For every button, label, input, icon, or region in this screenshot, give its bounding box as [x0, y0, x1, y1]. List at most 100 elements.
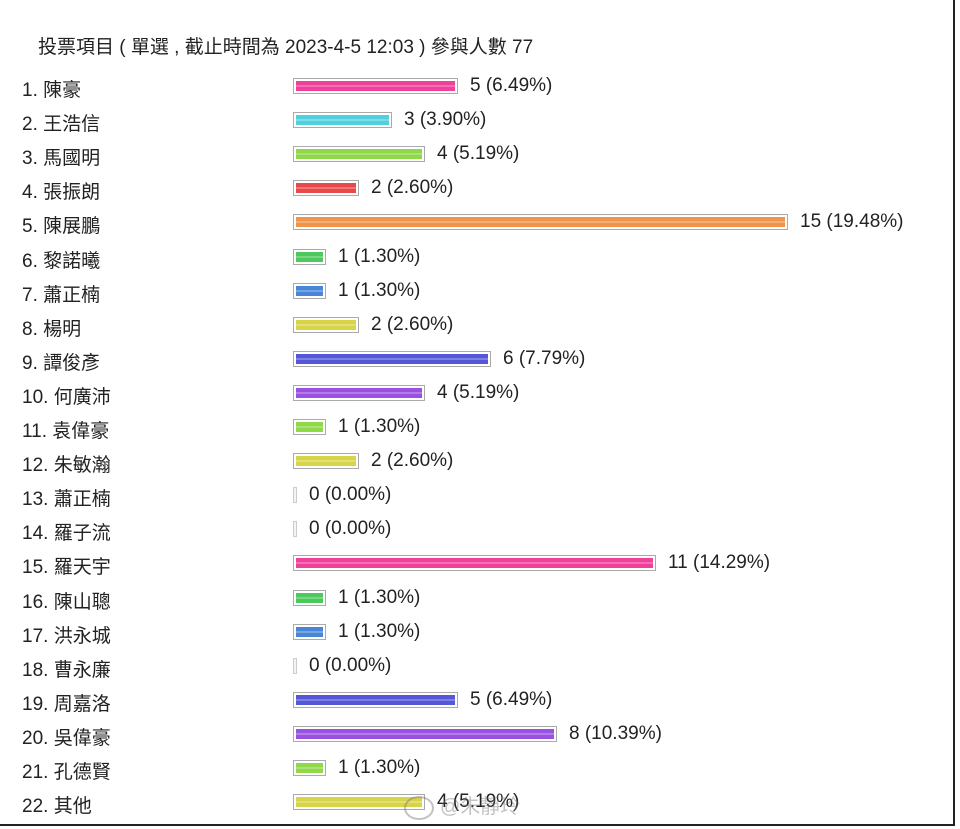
poll-bar — [293, 384, 425, 401]
poll-row-value: 1 (1.30%) — [338, 757, 421, 778]
poll-row-label: 16. 陳山聰 — [22, 591, 111, 613]
poll-bar-fill — [296, 251, 323, 262]
poll-bar — [293, 691, 458, 708]
poll-bar-fill — [296, 592, 323, 603]
poll-bar-fill — [296, 217, 785, 228]
poll-row-label: 2. 王浩信 — [22, 114, 101, 136]
poll-row-value: 1 (1.30%) — [338, 416, 421, 437]
poll-row-label: 22. 其他 — [22, 796, 92, 818]
poll-row: 14. 羅子流 0 (0.00%) — [0, 512, 950, 546]
poll-row-value: 4 (5.19%) — [437, 381, 520, 403]
poll-row: 7. 蕭正楠 1 (1.30%) — [0, 274, 950, 308]
poll-row-value: 1 (1.30%) — [338, 586, 421, 608]
poll-row-value: 5 (6.49%) — [470, 75, 553, 96]
poll-bar — [293, 589, 326, 606]
poll-bar-fill — [296, 319, 356, 330]
poll-row: 11. 袁偉豪 1 (1.30%) — [0, 410, 950, 444]
poll-row-label: 1. 陳豪 — [22, 80, 82, 101]
poll-bar-fill — [296, 763, 323, 773]
poll-row-label: 20. 吳偉豪 — [22, 727, 111, 749]
poll-row-value: 2 (2.60%) — [371, 177, 454, 199]
poll-bar — [293, 623, 326, 640]
poll-bar-fill — [296, 183, 356, 194]
poll-row: 16. 陳山聰 1 (1.30%) — [0, 581, 950, 615]
poll-row-value: 2 (2.60%) — [371, 450, 454, 472]
poll-bar-fill — [296, 456, 356, 467]
poll-bar — [293, 725, 557, 742]
poll-row: 10. 何廣沛 4 (5.19%) — [0, 376, 950, 410]
poll-row: 20. 吳偉豪 8 (10.39%) — [0, 717, 950, 751]
poll-row-label: 14. 羅子流 — [22, 523, 111, 545]
poll-row-label: 6. 黎諾曦 — [22, 250, 101, 272]
poll-row-value: 8 (10.39%) — [569, 722, 662, 744]
poll-row: 12. 朱敏瀚 2 (2.60%) — [0, 444, 950, 478]
poll-bar — [293, 760, 326, 776]
poll-row-label: 12. 朱敏瀚 — [22, 455, 111, 477]
poll-row-label: 7. 蕭正楠 — [22, 284, 101, 306]
poll-row-label: 19. 周嘉洛 — [22, 693, 111, 715]
poll-row-label: 11. 袁偉豪 — [22, 421, 110, 442]
poll-bar — [293, 453, 359, 470]
poll-row: 1. 陳豪 5 (6.49%) — [0, 69, 950, 103]
poll-bar-fill — [296, 81, 455, 91]
poll-row-value: 4 (5.19%) — [437, 143, 520, 165]
poll-bar-fill — [296, 422, 323, 432]
poll-row-label: 3. 馬國明 — [22, 148, 101, 170]
poll-bar-fill — [296, 626, 323, 637]
poll-row: 21. 孔德賢 1 (1.30%) — [0, 751, 950, 785]
poll-row: 6. 黎諾曦 1 (1.30%) — [0, 240, 950, 274]
poll-row-value: 2 (2.60%) — [371, 313, 454, 335]
poll-bar-fill — [296, 558, 653, 569]
poll-row: 9. 譚俊彥 6 (7.79%) — [0, 342, 950, 376]
poll-bar — [293, 214, 788, 231]
poll-row-label: 10. 何廣沛 — [22, 386, 111, 408]
poll-row-value: 11 (14.29%) — [668, 552, 771, 574]
poll-row-label: 9. 譚俊彥 — [22, 352, 101, 374]
poll-row-value: 1 (1.30%) — [338, 245, 421, 267]
poll-row: 8. 楊明 2 (2.60%) — [0, 308, 950, 342]
poll-row-label: 15. 羅天宇 — [22, 557, 111, 579]
poll-bar — [293, 78, 458, 94]
poll-bar — [293, 282, 326, 299]
poll-row: 18. 曹永廉 0 (0.00%) — [0, 649, 950, 683]
poll-bar — [293, 419, 326, 435]
poll-bar-fill — [296, 353, 488, 364]
poll-row-value: 0 (0.00%) — [309, 518, 392, 540]
poll-row: 13. 蕭正楠 0 (0.00%) — [0, 478, 950, 512]
poll-row-label: 5. 陳展鵬 — [22, 216, 101, 238]
poll-row: 22. 其他 4 (5.19%) — [0, 785, 950, 819]
poll-row-value: 3 (3.90%) — [404, 109, 487, 131]
poll-row-label: 13. 蕭正楠 — [22, 489, 111, 511]
poll-bar — [293, 248, 326, 265]
poll-bar-empty — [293, 657, 297, 674]
poll-row-value: 1 (1.30%) — [338, 620, 421, 642]
poll-row-label: 18. 曹永廉 — [22, 659, 111, 681]
poll-bar — [293, 555, 656, 572]
poll-bar-fill — [296, 694, 455, 705]
poll-bar-fill — [296, 728, 554, 739]
poll-row: 3. 馬國明 4 (5.19%) — [0, 137, 950, 171]
poll-title: 投票項目 ( 單選 , 截止時間為 2023-4-5 12:03 ) 參與人數 … — [38, 37, 534, 58]
poll-row-value: 0 (0.00%) — [309, 484, 392, 506]
poll-bar — [293, 794, 425, 811]
poll-row: 4. 張振朗 2 (2.60%) — [0, 171, 950, 205]
poll-row-value: 6 (7.79%) — [503, 347, 586, 369]
poll-bar — [293, 112, 392, 129]
poll-row-label: 21. 孔德賢 — [22, 762, 111, 783]
poll-bar — [293, 180, 359, 197]
poll-row: 19. 周嘉洛 5 (6.49%) — [0, 683, 950, 717]
poll-row-label: 4. 張振朗 — [22, 182, 101, 204]
poll-bar-fill — [296, 149, 422, 160]
poll-row: 5. 陳展鵬 15 (19.48%) — [0, 205, 950, 239]
poll-bar-fill — [296, 285, 323, 296]
poll-bar — [293, 316, 359, 333]
poll-row-value: 4 (5.19%) — [437, 791, 520, 813]
poll-bar-fill — [296, 797, 422, 808]
poll-row: 17. 洪永城 1 (1.30%) — [0, 615, 950, 649]
poll-bar-empty — [293, 521, 297, 538]
poll-row-value: 15 (19.48%) — [800, 211, 904, 233]
poll-bar-fill — [296, 115, 389, 126]
poll-bar — [293, 350, 491, 367]
